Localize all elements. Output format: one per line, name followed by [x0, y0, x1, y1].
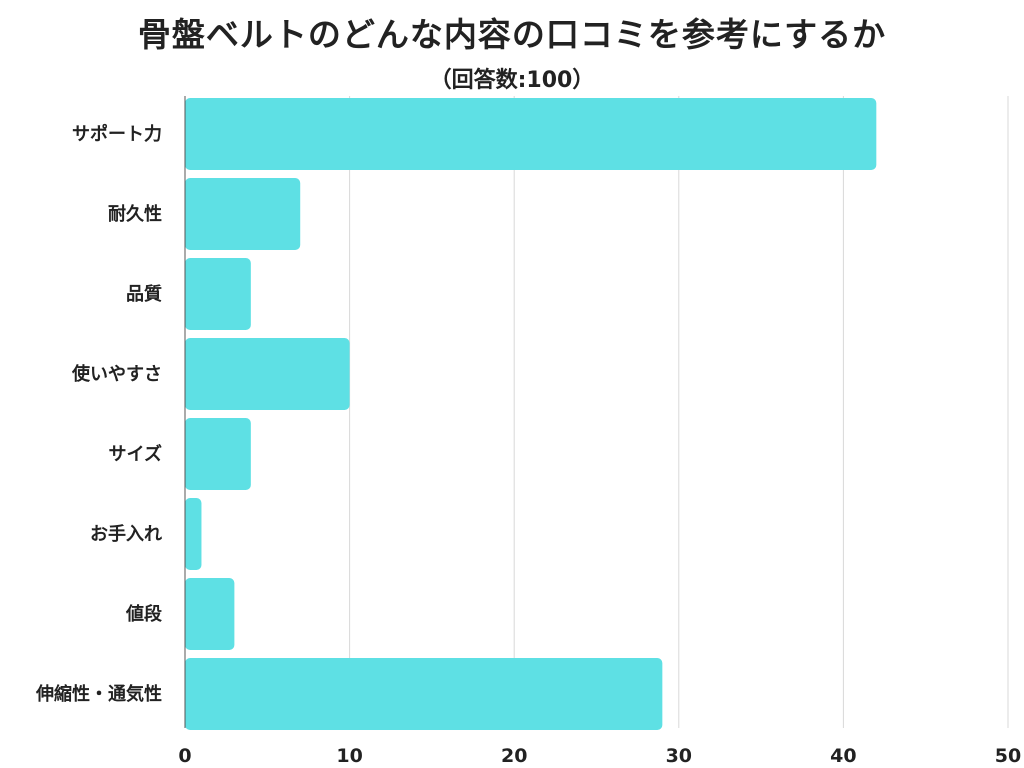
bar-1: [185, 178, 301, 250]
category-label-3: 使いやすさ: [71, 364, 162, 385]
category-label-0: サポート力: [72, 123, 162, 145]
grid-lines: [349, 96, 1009, 728]
bar-6: [185, 578, 235, 650]
chart-title: 骨盤ベルトのどんな内容の口コミを参考にするか: [137, 15, 887, 54]
x-tick-label-40: 40: [830, 745, 856, 767]
x-tick-label-50: 50: [995, 745, 1021, 767]
bar-0: [185, 98, 877, 170]
x-tick-labels: 0 10 20 30 40 50: [178, 745, 1021, 767]
category-label-2: 品質: [126, 283, 162, 305]
x-tick-label-30: 30: [666, 745, 692, 767]
bar-3: [185, 338, 350, 410]
category-label-4: サイズ: [109, 443, 162, 465]
chart-subtitle: （回答数:100）: [429, 68, 595, 93]
bar-4: [185, 418, 251, 490]
bar-7: [185, 658, 663, 730]
category-label-7: 伸縮性・通気性: [35, 683, 162, 705]
category-label-6: 値段: [125, 603, 163, 625]
bars: [185, 98, 877, 730]
bar-2: [185, 258, 251, 330]
x-tick-label-0: 0: [178, 745, 191, 767]
category-label-1: 耐久性: [108, 203, 162, 225]
x-tick-label-10: 10: [336, 745, 362, 767]
x-tick-label-20: 20: [501, 745, 527, 767]
bar-5: [185, 498, 202, 570]
category-label-5: お手入れ: [90, 523, 162, 545]
